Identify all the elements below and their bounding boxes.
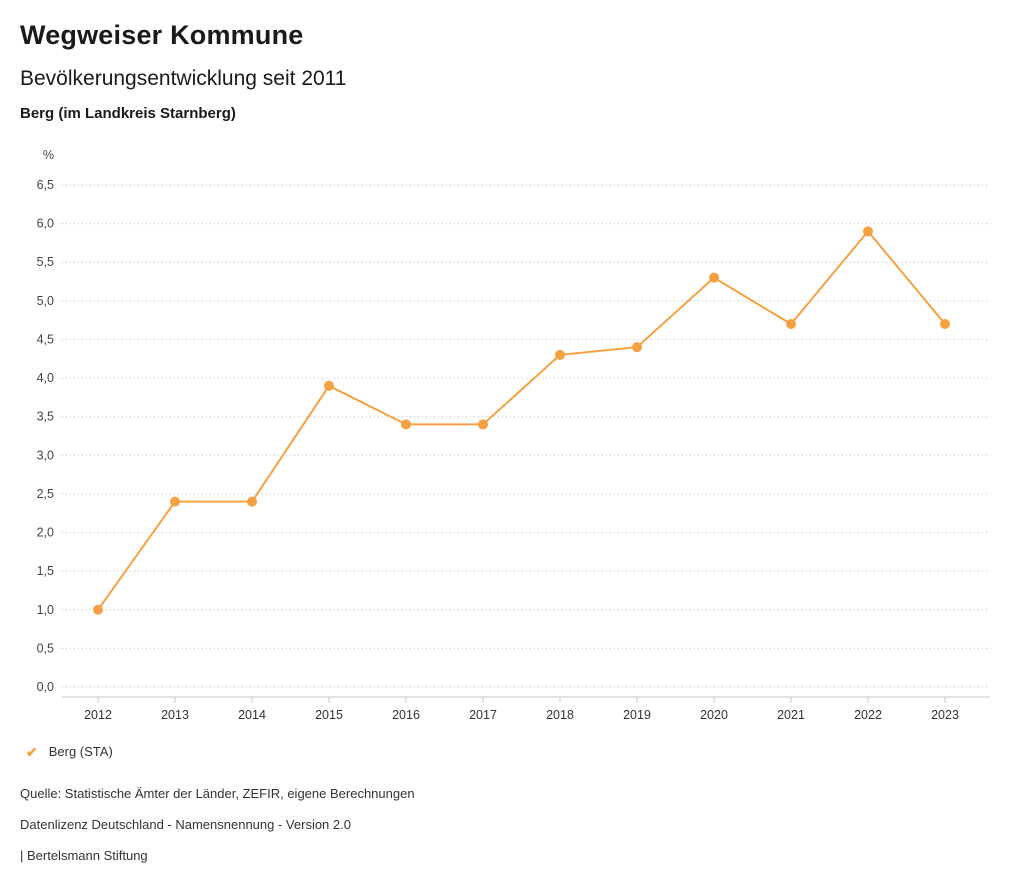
svg-text:2021: 2021	[777, 708, 805, 722]
svg-text:5,0: 5,0	[37, 294, 54, 308]
svg-text:2015: 2015	[315, 708, 343, 722]
svg-text:3,5: 3,5	[37, 410, 54, 424]
svg-text:3,0: 3,0	[37, 448, 54, 462]
svg-text:4,0: 4,0	[37, 371, 54, 385]
chart-title: Bevölkerungsentwicklung seit 2011	[20, 67, 347, 90]
chart-location-subtitle: Berg (im Landkreis Starnberg)	[20, 105, 236, 122]
svg-text:1,5: 1,5	[37, 564, 54, 578]
svg-text:2017: 2017	[469, 708, 497, 722]
svg-text:2022: 2022	[854, 708, 882, 722]
legend-item-berg[interactable]: ✔ Berg (STA)	[26, 744, 113, 759]
legend-label: Berg (STA)	[48, 744, 113, 759]
svg-text:2012: 2012	[84, 708, 112, 722]
svg-text:2,0: 2,0	[37, 526, 54, 540]
svg-text:0,0: 0,0	[37, 680, 54, 694]
legend-check-icon: ✔	[26, 743, 38, 760]
svg-text:2018: 2018	[546, 708, 574, 722]
svg-text:4,5: 4,5	[37, 332, 54, 346]
license-text: Datenlizenz Deutschland - Namensnennung …	[20, 817, 351, 832]
line-chart-canvas: 0,0 0,5 1,0 1,5 2,0 2,5 3,0 3,5 4,0 4,5 5,0 5,5 6,0 6…	[37, 148, 990, 722]
source-text: Quelle: Statistische Ämter der Länder, Z…	[20, 786, 415, 801]
svg-text:2020: 2020	[700, 708, 728, 722]
svg-text:2013: 2013	[161, 708, 189, 722]
line-chart: 0,0 0,5 1,0 1,5 2,0 2,5 3,0 3,5 4,0 4,5 5,0 5,5 6,0 6…	[0, 140, 1024, 725]
attribution-text: | Bertelsmann Stiftung	[20, 848, 148, 863]
svg-text:1,0: 1,0	[37, 603, 54, 617]
svg-text:2014: 2014	[238, 708, 266, 722]
svg-text:2,5: 2,5	[37, 487, 54, 501]
svg-text:2019: 2019	[623, 708, 651, 722]
svg-text:2023: 2023	[931, 708, 959, 722]
svg-text:5,5: 5,5	[37, 255, 54, 269]
svg-text:6,0: 6,0	[37, 217, 54, 231]
svg-text:0,5: 0,5	[37, 641, 54, 655]
app-title: Wegweiser Kommune	[20, 20, 304, 50]
svg-text:%: %	[43, 148, 54, 162]
svg-text:2016: 2016	[392, 708, 420, 722]
svg-text:6,5: 6,5	[37, 178, 54, 192]
